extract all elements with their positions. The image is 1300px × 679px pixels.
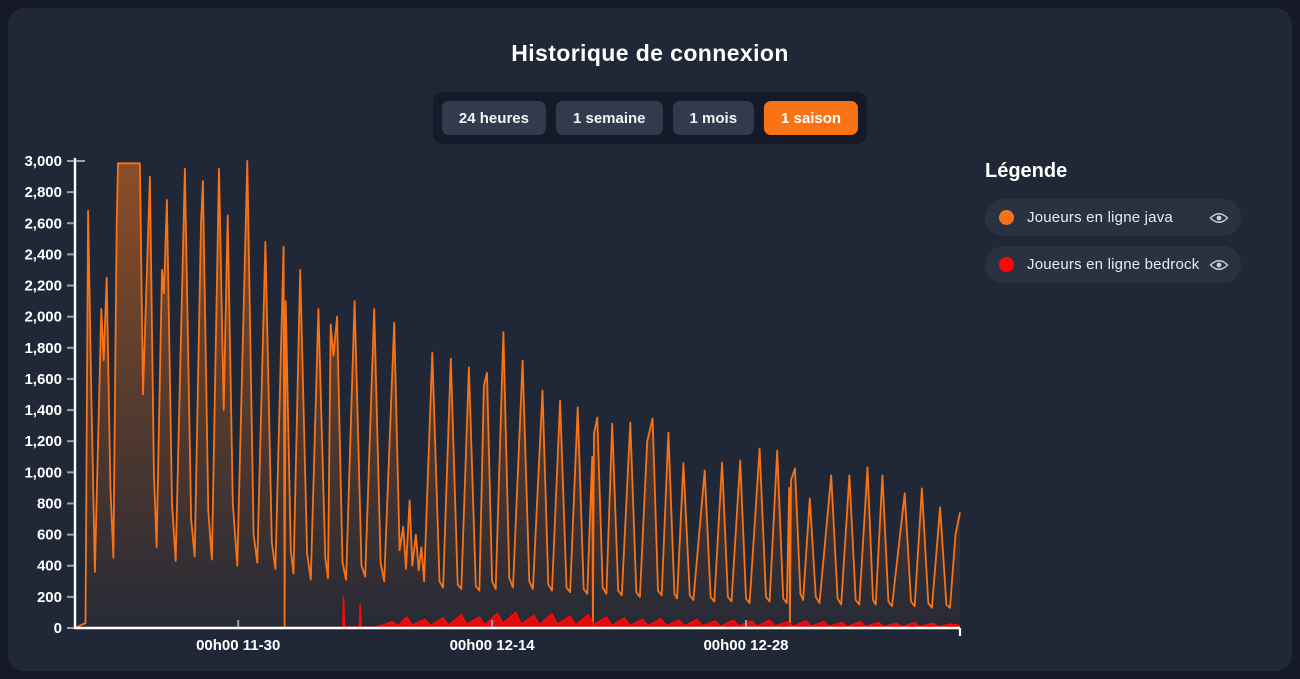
y-tick-label: 2,600 [24,215,62,232]
java-series-dot [999,210,1014,225]
y-tick-label: 1,200 [24,433,62,450]
legend-item-bedrock[interactable]: Joueurs en ligne bedrock [985,246,1241,283]
legend-title: Légende [985,160,1068,182]
x-tick-label: 00h00 11-30 [196,637,280,654]
range-button-24h[interactable]: 24 heures [441,101,546,135]
java-area [75,161,960,628]
y-tick-label: 400 [37,558,62,575]
connection-chart: 0 200 400 600 800 1,000 1,200 1,400 1,600 1,800 2,… [8,150,978,670]
legend-item-label: Joueurs en ligne bedrock [1027,256,1200,273]
bedrock-line [342,596,961,629]
bedrock-area [343,596,960,628]
bedrock-series-dot [999,257,1014,272]
y-tick-label: 800 [37,495,62,512]
eye-icon[interactable] [1209,258,1229,272]
y-tick-label: 2,400 [24,246,62,263]
range-button-1month[interactable]: 1 mois [672,101,755,135]
y-tick-label: 1,600 [24,371,62,388]
java-line [74,160,961,629]
time-range-button-group: 24 heures 1 semaine 1 mois 1 saison [432,92,868,144]
y-tick-label: 1,400 [24,402,62,419]
y-tick-label: 0 [54,620,62,637]
range-button-1season[interactable]: 1 saison [764,101,859,135]
y-tick-label: 200 [37,589,62,606]
x-tick-label: 00h00 12-28 [703,637,788,654]
y-tick-label: 3,000 [24,153,62,170]
page-title: Historique de connexion [511,40,789,66]
legend-item-java[interactable]: Joueurs en ligne java [985,199,1241,236]
y-tick-label: 2,800 [24,184,62,201]
y-tick-label: 1,800 [24,340,62,357]
range-button-1week[interactable]: 1 semaine [555,101,663,135]
legend-item-label: Joueurs en ligne java [1027,209,1173,226]
y-tick-label: 2,200 [24,278,62,295]
y-tick-label: 1,000 [24,464,62,481]
legend-panel: Légende Joueurs en ligne java Joueurs en… [985,160,1241,293]
eye-icon[interactable] [1209,211,1229,225]
chart-canvas: 0 200 400 600 800 1,000 1,200 1,400 1,600 1,800 2,… [24,153,962,654]
y-tick-label: 600 [37,527,62,544]
connection-history-card: Historique de connexion 24 heures 1 sema… [8,8,1292,671]
x-tick-label: 00h00 12-14 [450,637,536,654]
y-tick-label: 2,000 [24,309,62,326]
